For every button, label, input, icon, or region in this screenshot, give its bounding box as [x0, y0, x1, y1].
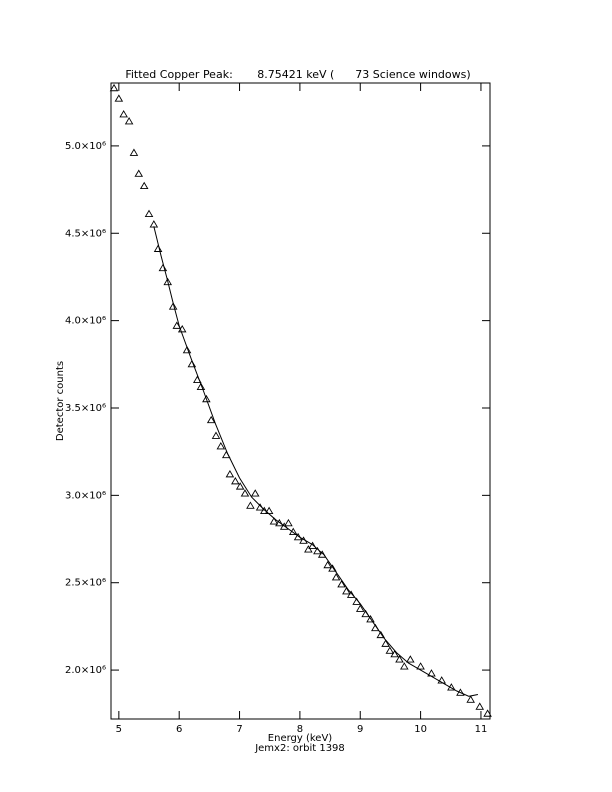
y-tick-label: 4.0×10⁶ [65, 316, 106, 327]
data-point [206, 415, 216, 424]
data-point [182, 345, 192, 354]
fit-line [153, 226, 478, 697]
data-point [163, 277, 173, 286]
y-tick-label: 2.5×10⁶ [65, 578, 106, 589]
data-point [250, 489, 260, 497]
data-point [483, 709, 492, 717]
y-tick-label: 3.5×10⁶ [65, 403, 106, 414]
data-point [196, 382, 206, 390]
data-point [172, 321, 182, 329]
x-tick-label: 10 [414, 724, 427, 735]
data-point [225, 469, 235, 478]
data-point [346, 590, 356, 598]
data-point [385, 646, 395, 654]
data-point [342, 587, 351, 595]
data-point [366, 615, 375, 623]
y-tick-label: 4.5×10⁶ [65, 228, 106, 239]
data-point [308, 541, 317, 549]
x-tick-label: 11 [475, 724, 488, 735]
data-point [231, 476, 240, 485]
data-point [466, 695, 475, 703]
data-point [331, 573, 341, 581]
data-point [216, 442, 226, 450]
y-tick-label: 2.0×10⁶ [65, 665, 106, 676]
data-point [279, 522, 289, 530]
data-point [211, 431, 221, 439]
y-tick-label: 3.0×10⁶ [65, 490, 106, 501]
data-point [202, 394, 211, 403]
data-point [129, 148, 139, 156]
x-tick-label: 7 [236, 724, 242, 735]
data-point [235, 482, 245, 490]
data-point [437, 676, 447, 684]
data-point [406, 655, 415, 663]
x-tick-label: 6 [176, 724, 182, 735]
caption: Jemx2: orbit 1398 [254, 743, 345, 754]
x-tick-label: 5 [116, 724, 122, 735]
data-point [114, 94, 124, 102]
y-axis-label: Detector counts [55, 361, 66, 441]
data-point [323, 560, 332, 569]
data-point [149, 220, 159, 228]
data-point [269, 517, 279, 525]
data-point [134, 169, 144, 177]
data-point [153, 244, 163, 252]
plot-frame [110, 82, 491, 720]
chart-title: Fitted Copper Peak: 8.75421 keV ( 73 Sci… [125, 68, 470, 81]
data-point [284, 518, 293, 527]
data-point [246, 501, 255, 509]
data-point [275, 518, 284, 527]
data-point [400, 662, 409, 670]
data-point [124, 117, 134, 125]
data-point [355, 604, 365, 612]
x-tick-label: 9 [357, 724, 363, 735]
data-point [376, 630, 386, 639]
data-point [240, 489, 250, 497]
data-point [475, 702, 485, 710]
data-point [416, 662, 425, 670]
data-point [395, 655, 404, 663]
x-axis-label: Energy (keV) [268, 733, 333, 744]
data-point [139, 181, 149, 190]
data-point [337, 580, 346, 588]
data-point [109, 83, 119, 92]
data-point [381, 639, 390, 647]
data-point [328, 564, 337, 572]
data-point [144, 209, 154, 217]
x-tick-label: 8 [297, 724, 303, 735]
data-point [260, 506, 269, 515]
data-point [158, 263, 168, 272]
data-point [304, 545, 313, 553]
y-tick-label: 5.0×10⁶ [65, 141, 106, 152]
data-point [168, 302, 178, 310]
data-point [390, 649, 399, 658]
data-point [264, 506, 274, 515]
data-point [119, 110, 128, 118]
